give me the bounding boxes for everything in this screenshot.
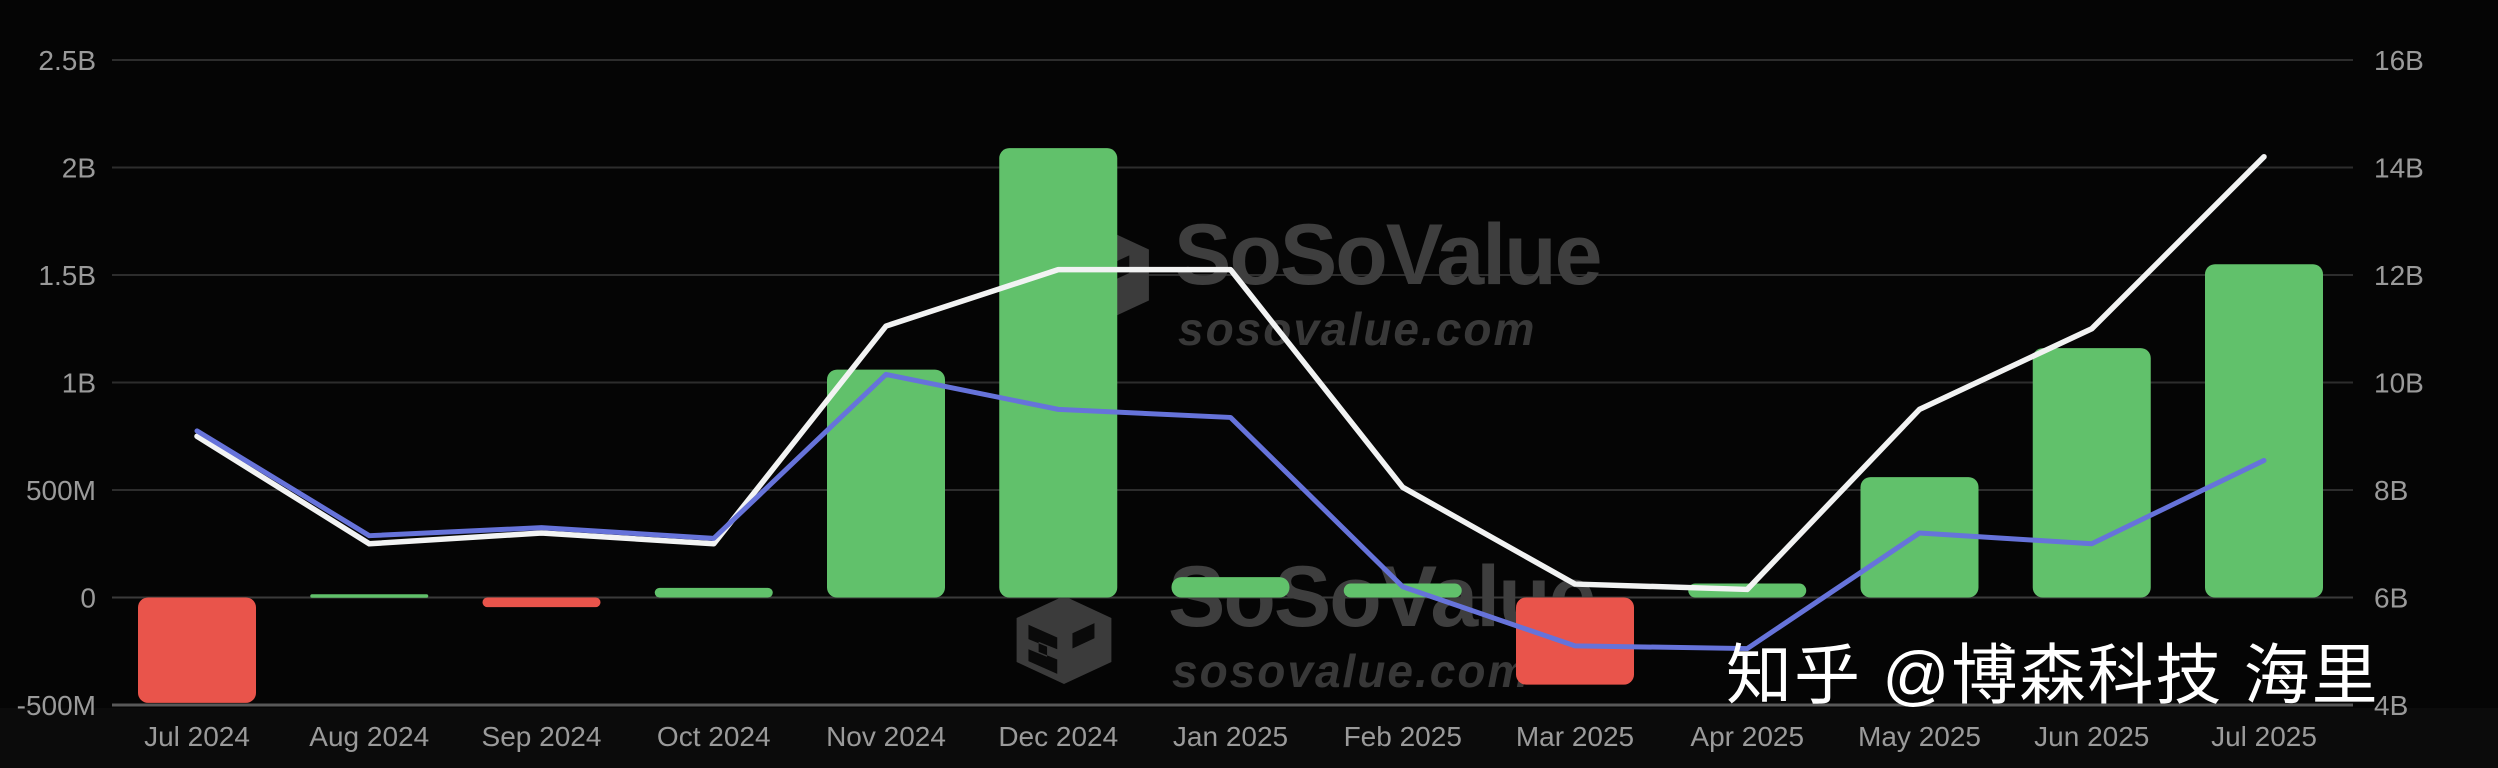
bar-mar-2025[interactable] (1516, 597, 1634, 685)
left-axis-tick-label: 1B (62, 368, 96, 399)
x-axis-month-label: Jan 2025 (1173, 721, 1288, 752)
watermark-domain: sosovalue.com (1178, 303, 1537, 355)
bottom-strip (0, 708, 2498, 768)
x-axis-month-label: Feb 2025 (1344, 721, 1462, 752)
x-axis-month-label: Dec 2024 (998, 721, 1118, 752)
right-axis-tick-label: 10B (2374, 368, 2424, 399)
bar-jan-2025[interactable] (1171, 577, 1290, 598)
sosovalue-cube-icon (1016, 596, 1112, 684)
bar-aug-2024[interactable] (310, 594, 429, 598)
x-axis-month-label: Sep 2024 (482, 721, 602, 752)
bar-nov-2024[interactable] (827, 369, 945, 598)
x-axis-month-label: Aug 2024 (309, 721, 429, 752)
bar-jul-2025[interactable] (2205, 264, 2323, 598)
right-axis-tick-label: 16B (2374, 45, 2424, 76)
left-axis-tick-label: 2.5B (38, 45, 96, 76)
bar-sep-2024[interactable] (482, 597, 601, 608)
left-axis-tick-label: 0 (80, 583, 96, 614)
caption-zhihu-credit: 知乎 @博森科技 海里 (1726, 638, 2380, 712)
right-axis-tick-label: 4B (2374, 690, 2408, 721)
x-axis-month-label: Jul 2024 (144, 721, 250, 752)
bar-may-2025[interactable] (1860, 477, 1979, 598)
blue-trend-line (194, 371, 2267, 652)
right-axis-tick-label: 6B (2374, 583, 2408, 614)
left-axis-tick-label: 1.5B (38, 260, 96, 291)
right-axis-tick-label: 8B (2374, 475, 2408, 506)
right-axis-tick-label: 14B (2374, 153, 2424, 184)
x-axis-month-label: Oct 2024 (657, 721, 771, 752)
x-axis-month-label: Apr 2025 (1690, 721, 1804, 752)
white-trend-line (194, 154, 2267, 593)
x-axis-month-label: Nov 2024 (826, 721, 946, 752)
watermark-brand: SoSoValue (1174, 207, 1602, 303)
bar-jun-2025[interactable] (2032, 348, 2151, 598)
bar-jul-2024[interactable] (138, 597, 256, 703)
x-axis-month-label: Mar 2025 (1516, 721, 1634, 752)
left-axis-tick-label: 500M (26, 475, 96, 506)
x-axis-month-label: Jul 2025 (2211, 721, 2317, 752)
x-axis-month-label: May 2025 (1858, 721, 1981, 752)
bar-feb-2025[interactable] (1343, 583, 1462, 598)
watermark-domain: sosovalue.com (1172, 645, 1531, 697)
bar-dec-2024[interactable] (999, 148, 1118, 598)
left-axis-tick-label: -500M (17, 690, 96, 721)
left-axis-tick-label: 2B (62, 153, 96, 184)
bar-oct-2024[interactable] (654, 587, 773, 598)
right-axis-tick-label: 12B (2374, 260, 2424, 291)
x-axis-month-label: Jun 2025 (2034, 721, 2149, 752)
